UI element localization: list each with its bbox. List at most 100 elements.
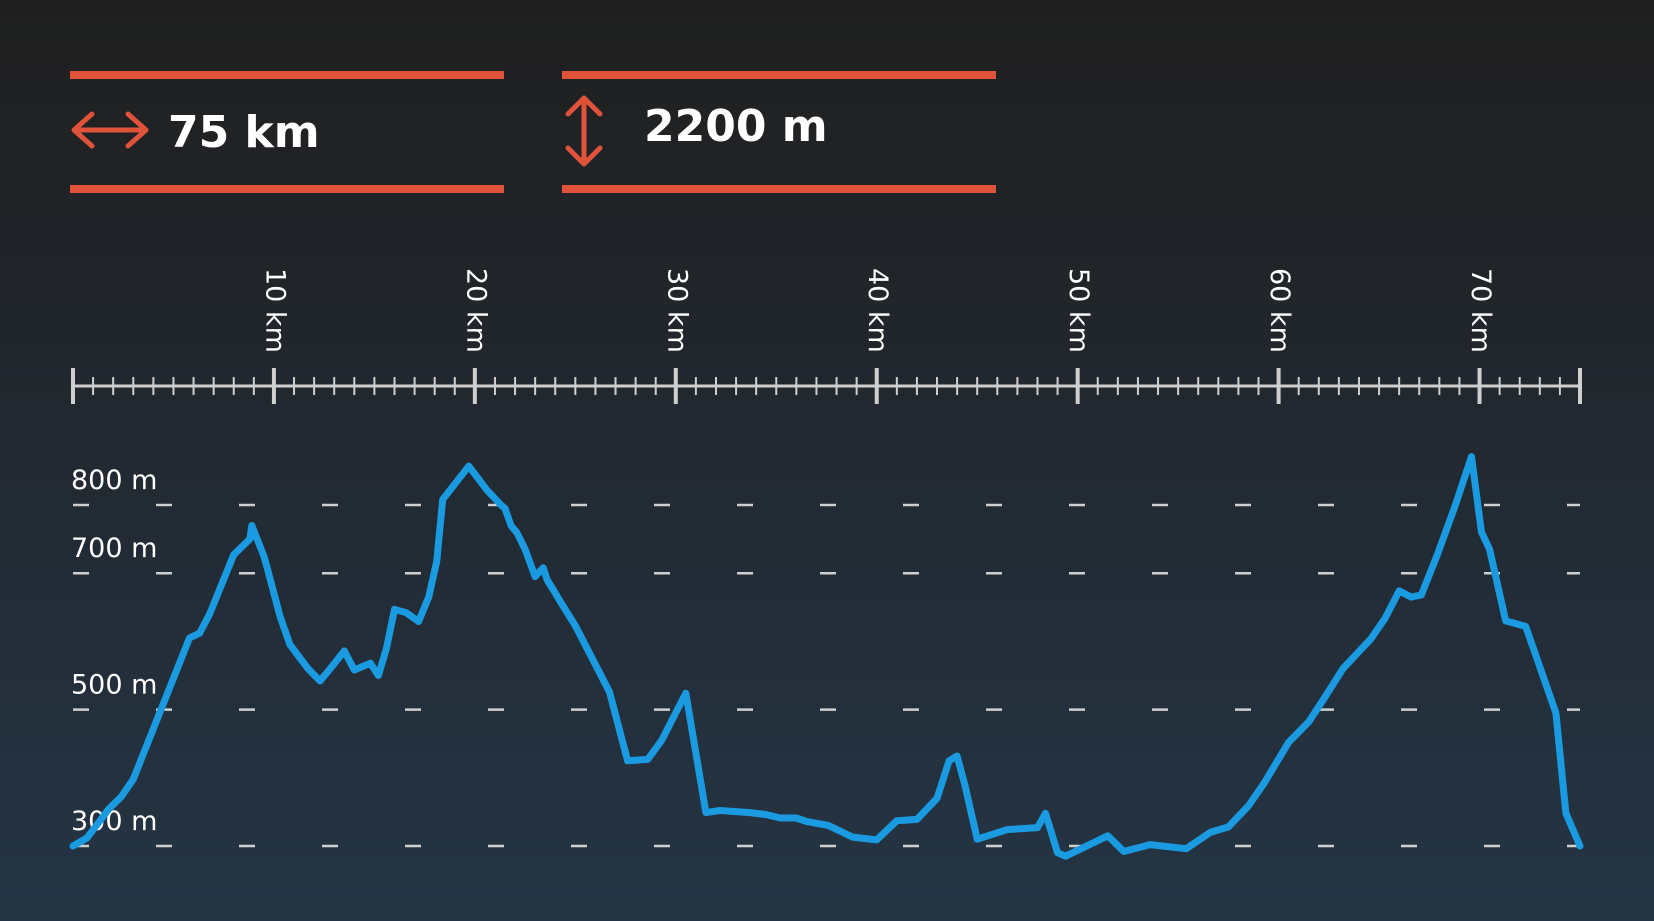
data-point [1004,826,1011,833]
x-tick-label: 60 km [1264,268,1295,353]
data-point [1502,617,1509,625]
data-point [1104,832,1112,839]
data-point [206,610,213,618]
data-point [1207,829,1214,836]
x-tick-label: 40 km [862,268,893,353]
data-point [644,756,651,763]
data-point [375,672,382,679]
data-point [483,486,491,494]
data-point [105,805,113,812]
data-point [433,558,440,565]
data-point [186,634,193,642]
data-point [1034,824,1041,831]
data-point [341,647,348,655]
distance-stat-bottom-rule [70,185,504,193]
data-point [130,775,137,783]
data-point [531,573,539,580]
data-point [439,496,446,503]
data-point [1054,849,1061,857]
data-point [304,665,312,672]
data-point [391,606,398,613]
data-point [1339,665,1347,672]
elevation-stat-bottom-rule [562,185,996,193]
data-point [367,660,374,667]
data-point [953,752,961,760]
data-point [763,811,770,818]
data-point [1381,615,1389,622]
data-point [539,564,547,571]
data-point [513,529,521,537]
data-point [196,630,203,637]
data-point [1434,551,1441,558]
data-point [351,666,358,674]
data-point [1576,842,1584,850]
x-axis: 10 km 20 km 30 km 40 km 50 km 60 km 70 km [71,268,1582,404]
data-point [1285,739,1292,746]
data-point [658,737,665,744]
data-point [825,822,832,829]
data-point [1146,841,1154,848]
data-point [702,809,710,816]
data-point [1418,591,1425,599]
y-tick-label: 300 m [71,806,157,837]
data-point [1225,823,1232,831]
x-tick-label: 50 km [1063,268,1094,353]
horizontal-double-arrow-icon [70,110,150,154]
data-point [913,816,921,823]
data-point [1261,779,1268,786]
data-point [326,665,334,672]
data-point [1408,593,1415,601]
data-point [83,834,91,842]
distance-value: 75 km [168,107,320,158]
data-point [793,814,800,822]
data-point [1478,529,1485,536]
elevation-gain-stat: 2200 m [562,71,996,193]
data-point [425,593,432,601]
data-point [873,836,880,844]
data-point [803,818,810,825]
data-point [550,586,557,593]
data-point [1321,694,1329,701]
series-group [69,453,1584,860]
data-point [316,677,324,685]
data-point [246,535,254,543]
data-point [1562,810,1570,817]
data-point [1367,635,1375,642]
data-point [974,835,981,843]
data-point [606,688,613,696]
data-point [264,567,272,574]
data-point [1120,848,1128,855]
data-point [521,546,529,553]
data-point [1468,453,1475,460]
vertical-double-arrow-icon [562,94,606,172]
y-tick-label: 500 m [71,670,157,701]
data-point [572,622,579,629]
data-point [624,757,631,764]
data-point [260,552,268,560]
data-point [383,645,390,652]
data-point [286,641,294,649]
data-point [544,576,551,584]
elevation-line [69,453,1584,860]
data-point [403,609,410,616]
data-point [465,462,473,470]
y-gridlines [73,503,1580,848]
elevation-stat-top-rule [562,71,996,79]
data-point [1305,718,1312,726]
data-point [507,522,515,529]
data-point [248,522,256,529]
data-point [69,842,77,850]
x-tick-label: 20 km [460,268,491,353]
data-point [1062,853,1069,860]
data-point [933,795,941,802]
distance-stat-top-rule [70,71,504,79]
data-point [849,833,856,841]
data-point [1486,546,1493,553]
data-point [558,600,565,607]
data-point [230,551,237,558]
data-point [1395,587,1403,595]
x-tick-label: 70 km [1465,268,1496,353]
data-point [945,757,953,764]
data-point [1522,623,1529,630]
